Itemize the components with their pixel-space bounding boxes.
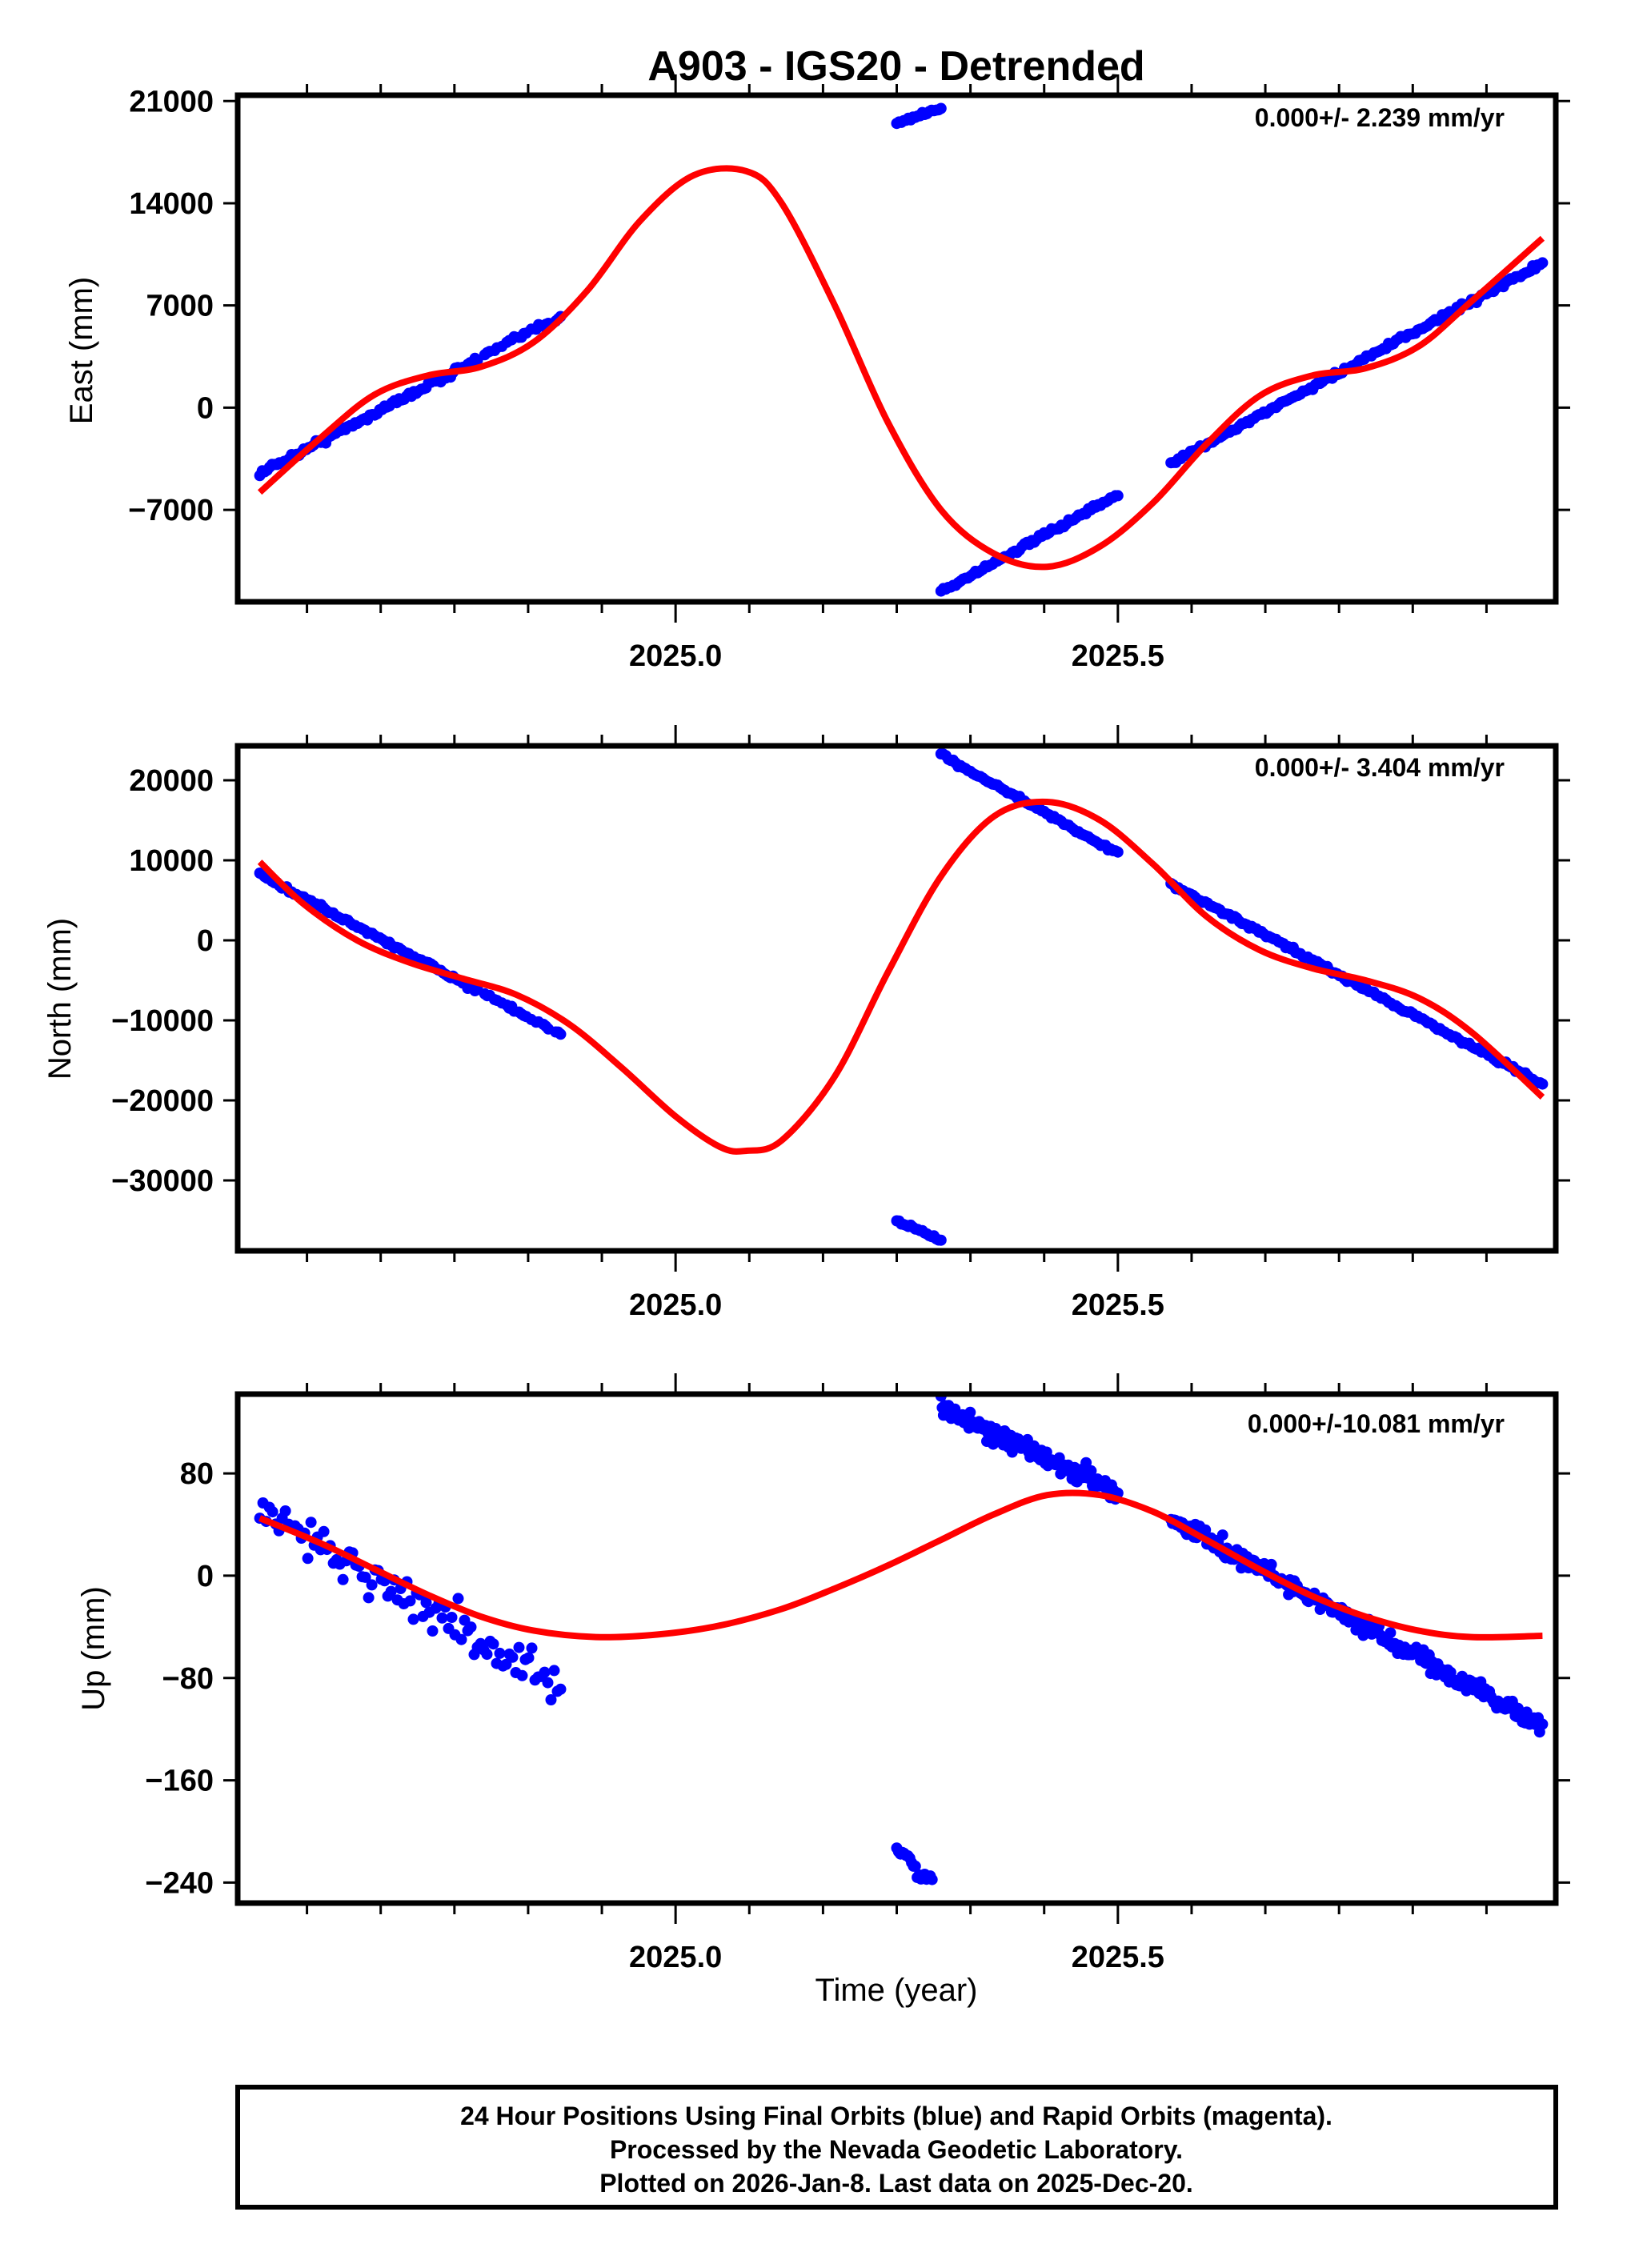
up-data-point xyxy=(407,1613,419,1625)
east-y-tick-label: 0 xyxy=(197,391,214,425)
up-data-point xyxy=(427,1625,439,1637)
up-data-point xyxy=(420,1597,432,1609)
up-data-point xyxy=(305,1517,317,1529)
up-data-point xyxy=(436,1612,448,1624)
north-frame xyxy=(234,743,1559,1254)
up-data-point xyxy=(1085,1465,1097,1477)
east-rate-label: 0.000+/- 2.239 mm/yr xyxy=(1255,103,1505,132)
up-data-point xyxy=(507,1651,519,1663)
east-data-point xyxy=(935,102,947,114)
up-data-point xyxy=(1385,1627,1397,1639)
up-data-point xyxy=(513,1641,525,1653)
north-panel: North (mm) 0.000+/- 3.404 mm/yr 20000 100… xyxy=(42,725,1570,1322)
up-model-curve xyxy=(258,1489,1543,1641)
up-data-point xyxy=(494,1647,506,1659)
up-data-point xyxy=(500,1658,512,1670)
east-data-point xyxy=(1537,257,1549,269)
up-data-point xyxy=(359,1571,371,1583)
footer-line-2: Processed by the Nevada Geodetic Laborat… xyxy=(610,2135,1183,2164)
up-data-point xyxy=(481,1649,493,1661)
east-x-tick-label: 2025.0 xyxy=(629,639,722,673)
east-y-tick-label: 14000 xyxy=(129,187,214,221)
north-plot-area xyxy=(254,748,1549,1246)
up-data-point xyxy=(555,1683,567,1695)
north-data-point xyxy=(555,1028,567,1040)
east-y-axis-label: East (mm) xyxy=(64,277,99,424)
up-data-point xyxy=(548,1665,560,1677)
up-data-point xyxy=(1265,1558,1277,1570)
up-data-point xyxy=(526,1642,538,1654)
north-data-point xyxy=(935,1234,947,1246)
up-data-point xyxy=(279,1505,291,1517)
up-plot-area xyxy=(254,1394,1549,1885)
up-data-point xyxy=(487,1638,499,1650)
north-y-tick-label: −10000 xyxy=(111,1004,214,1038)
up-data-point xyxy=(545,1694,557,1705)
up-data-point xyxy=(266,1506,279,1518)
x-axis-label: Time (year) xyxy=(816,1973,978,2008)
east-data-point xyxy=(1112,490,1124,502)
up-y-tick-label: −160 xyxy=(145,1765,214,1798)
north-model-curve xyxy=(257,798,1545,1155)
up-data-point xyxy=(1080,1457,1092,1469)
up-data-point xyxy=(964,1406,976,1418)
east-panel: East (mm) 0.000+/- 2.239 mm/yr 21000 1400… xyxy=(64,74,1570,673)
up-panel: Up (mm) 0.000+/-10.081 mm/yr 80 0 −80 −160 −… xyxy=(76,1373,1570,1974)
up-data-point xyxy=(1006,1446,1018,1458)
up-data-point xyxy=(337,1573,349,1585)
up-rate-label: 0.000+/-10.081 mm/yr xyxy=(1248,1409,1505,1438)
north-y-tick-label: −20000 xyxy=(111,1084,214,1118)
north-y-tick-label: 0 xyxy=(197,924,214,958)
up-data-point xyxy=(452,1593,464,1605)
east-x-tick-label: 2025.5 xyxy=(1072,639,1164,673)
north-y-axis-label: North (mm) xyxy=(42,918,78,1080)
north-y-tick-label: −30000 xyxy=(111,1164,214,1198)
up-x-tick-label: 2025.5 xyxy=(1072,1941,1164,1974)
east-y-tick-label: −7000 xyxy=(128,494,214,527)
up-y-tick-label: 80 xyxy=(180,1457,214,1491)
east-plot-area xyxy=(254,102,1549,597)
up-data-point xyxy=(302,1553,314,1565)
up-data-point xyxy=(1537,1718,1549,1730)
up-y-tick-label: −80 xyxy=(162,1662,214,1696)
north-data-point xyxy=(1112,846,1124,858)
north-x-tick-label: 2025.0 xyxy=(629,1288,722,1322)
up-data-point xyxy=(1216,1529,1228,1541)
footer-line-1: 24 Hour Positions Using Final Orbits (bl… xyxy=(460,2102,1332,2130)
up-data-point xyxy=(385,1585,397,1597)
up-frame xyxy=(234,1391,1559,1906)
up-data-point xyxy=(909,1860,921,1872)
east-y-tick-label: 21000 xyxy=(129,85,214,118)
up-data-point xyxy=(523,1652,535,1664)
up-data-point xyxy=(516,1669,528,1681)
up-data-point xyxy=(363,1592,375,1604)
north-rate-label: 0.000+/- 3.404 mm/yr xyxy=(1255,753,1505,782)
north-data-point xyxy=(1537,1078,1549,1090)
up-data-point xyxy=(1200,1524,1212,1536)
up-y-tick-label: 0 xyxy=(197,1560,214,1593)
east-frame xyxy=(234,92,1559,605)
footer-box: 24 Hour Positions Using Final Orbits (bl… xyxy=(235,2085,1558,2210)
up-data-point xyxy=(926,1873,938,1885)
up-data-point xyxy=(446,1612,458,1623)
east-model-curve xyxy=(257,165,1545,571)
up-x-tick-label: 2025.0 xyxy=(629,1941,722,1974)
up-data-point xyxy=(366,1579,378,1591)
up-y-axis-label: Up (mm) xyxy=(76,1586,111,1711)
chart-title: A903 - IGS20 - Detrended xyxy=(647,43,1144,90)
up-data-point xyxy=(465,1621,477,1633)
up-data-point xyxy=(455,1633,467,1645)
up-data-point xyxy=(539,1666,551,1678)
up-data-point xyxy=(404,1595,416,1607)
footer-frame xyxy=(235,2085,1558,2210)
north-x-tick-label: 2025.5 xyxy=(1072,1288,1164,1322)
north-y-tick-label: 10000 xyxy=(129,844,214,878)
up-data-point xyxy=(318,1525,330,1537)
up-data-point xyxy=(542,1677,554,1689)
east-y-tick-label: 7000 xyxy=(146,290,214,323)
footer-line-3: Plotted on 2026-Jan-8. Last data on 2025… xyxy=(599,2169,1193,2198)
up-y-tick-label: −240 xyxy=(145,1866,214,1900)
north-y-tick-label: 20000 xyxy=(129,764,214,798)
